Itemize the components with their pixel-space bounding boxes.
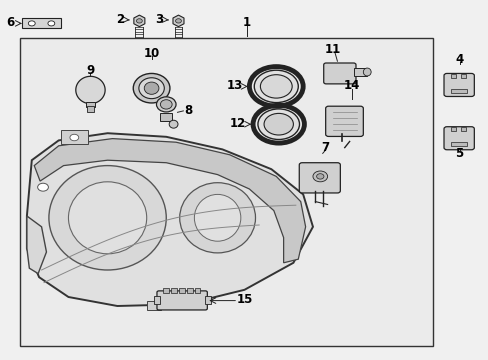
Ellipse shape	[156, 97, 176, 112]
FancyBboxPatch shape	[323, 63, 355, 84]
Bar	[170, 288, 176, 293]
Ellipse shape	[70, 134, 79, 141]
Polygon shape	[76, 76, 105, 104]
FancyBboxPatch shape	[157, 291, 207, 310]
Text: 6: 6	[7, 16, 15, 29]
Ellipse shape	[144, 82, 159, 94]
Bar	[61, 130, 88, 144]
Text: 14: 14	[343, 79, 360, 92]
Text: 1: 1	[243, 16, 250, 29]
Text: 10: 10	[143, 47, 160, 60]
Ellipse shape	[49, 166, 166, 270]
Text: 2: 2	[116, 13, 124, 26]
Text: 8: 8	[184, 104, 192, 117]
Ellipse shape	[169, 120, 178, 128]
Ellipse shape	[68, 182, 146, 254]
Bar	[205, 296, 211, 304]
Ellipse shape	[160, 100, 172, 109]
Text: 4: 4	[455, 53, 463, 66]
Polygon shape	[34, 139, 305, 263]
Text: 15: 15	[236, 293, 252, 306]
Polygon shape	[27, 216, 46, 274]
Ellipse shape	[28, 21, 35, 26]
Bar	[179, 288, 184, 293]
Polygon shape	[134, 15, 144, 27]
Bar	[460, 74, 465, 78]
Ellipse shape	[258, 109, 299, 140]
Ellipse shape	[48, 21, 55, 26]
Ellipse shape	[133, 73, 170, 103]
Bar	[146, 301, 161, 310]
Bar	[85, 102, 95, 107]
Ellipse shape	[363, 68, 370, 76]
Ellipse shape	[264, 113, 293, 135]
Ellipse shape	[136, 19, 142, 23]
Text: 3: 3	[155, 13, 163, 26]
Text: 12: 12	[229, 117, 246, 130]
FancyBboxPatch shape	[325, 106, 363, 136]
Text: 7: 7	[321, 141, 328, 154]
Bar	[87, 106, 94, 112]
Bar	[22, 18, 61, 28]
Ellipse shape	[254, 70, 298, 103]
Bar	[194, 288, 200, 293]
FancyBboxPatch shape	[443, 73, 473, 96]
Ellipse shape	[194, 194, 240, 241]
Ellipse shape	[139, 78, 164, 99]
Polygon shape	[27, 133, 312, 306]
Bar	[450, 142, 467, 146]
Text: 13: 13	[226, 79, 243, 92]
Ellipse shape	[38, 183, 48, 191]
FancyBboxPatch shape	[299, 163, 340, 193]
Text: 11: 11	[324, 43, 340, 56]
Ellipse shape	[175, 19, 181, 23]
Text: 9: 9	[86, 64, 94, 77]
Bar	[186, 288, 192, 293]
Bar	[20, 38, 432, 346]
Ellipse shape	[180, 183, 255, 253]
Bar	[460, 127, 465, 131]
Bar	[353, 68, 366, 76]
Ellipse shape	[316, 174, 323, 179]
Bar	[450, 74, 455, 78]
Bar	[160, 113, 172, 121]
Bar	[450, 127, 455, 131]
Ellipse shape	[260, 75, 291, 98]
Bar	[154, 296, 160, 304]
Polygon shape	[173, 15, 183, 27]
FancyBboxPatch shape	[443, 127, 473, 150]
Bar	[450, 89, 467, 93]
Text: 5: 5	[455, 147, 463, 159]
Bar	[163, 288, 168, 293]
Ellipse shape	[312, 171, 327, 182]
